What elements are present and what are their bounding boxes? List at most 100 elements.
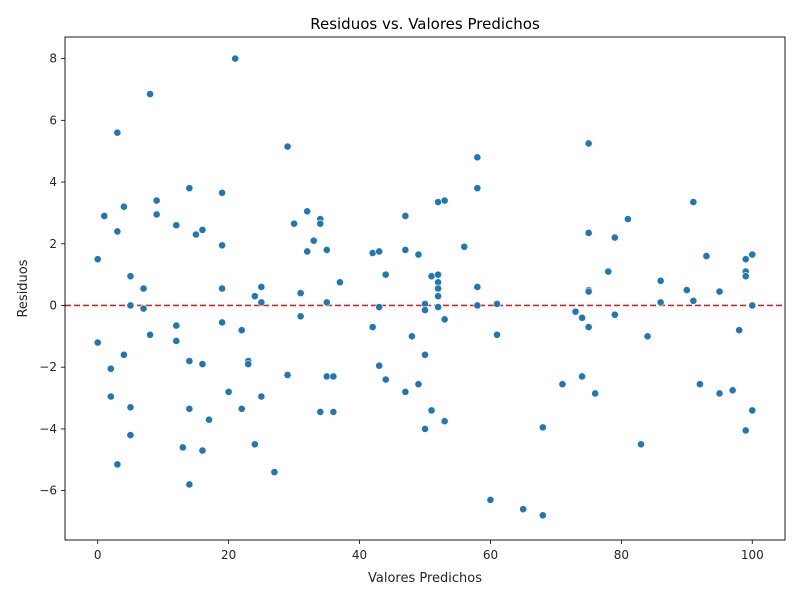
data-point (434, 284, 442, 293)
data-point (493, 300, 501, 308)
data-point (624, 215, 632, 223)
data-point (303, 207, 312, 216)
data-point (584, 229, 593, 237)
data-point (100, 212, 109, 220)
data-point (113, 460, 122, 469)
data-point (224, 387, 233, 396)
data-point (408, 332, 416, 341)
data-point (591, 389, 600, 398)
x-tick-label: 100 (741, 548, 764, 562)
data-point (250, 440, 259, 449)
data-point (421, 306, 429, 315)
data-point (375, 303, 384, 311)
data-point (519, 505, 528, 514)
data-point (460, 242, 469, 251)
data-point (329, 372, 338, 381)
data-point (303, 247, 312, 256)
data-point (146, 90, 154, 98)
data-point (584, 287, 593, 296)
data-point (146, 330, 154, 339)
data-point (237, 326, 246, 335)
data-point (571, 307, 580, 316)
data-point (322, 246, 331, 254)
data-point (381, 270, 390, 279)
data-point (715, 389, 724, 398)
data-point (185, 184, 194, 193)
x-tick-label: 40 (352, 548, 367, 562)
chart-title: Residuos vs. Valores Predichos (310, 15, 540, 33)
data-point (414, 250, 423, 259)
data-point (610, 310, 619, 319)
data-point (113, 128, 122, 137)
y-tick-label: 2 (49, 237, 57, 251)
data-point (401, 387, 410, 396)
data-point (257, 392, 266, 401)
data-point (257, 283, 266, 291)
y-tick-label: 8 (49, 52, 57, 66)
data-point (106, 364, 115, 373)
data-point (414, 380, 423, 389)
data-point (434, 198, 442, 206)
data-point (434, 303, 442, 311)
data-point (126, 272, 135, 281)
data-point (218, 188, 226, 197)
data-point (486, 495, 495, 504)
data-point (689, 296, 698, 305)
data-point (368, 249, 377, 257)
data-point (421, 425, 429, 433)
y-tick-label: −6 (39, 484, 57, 498)
data-point (198, 225, 207, 234)
data-point (434, 270, 442, 279)
x-tick-label: 20 (221, 548, 236, 562)
data-point (93, 338, 102, 347)
data-point (368, 323, 377, 331)
data-point (656, 298, 665, 307)
data-point (538, 423, 547, 432)
data-point (309, 236, 318, 245)
data-point (126, 403, 135, 412)
x-axis: 0 20 40 60 80 100 (94, 540, 764, 562)
data-point (421, 350, 429, 359)
data-point (748, 250, 757, 259)
data-point (185, 480, 194, 489)
data-point (427, 272, 436, 281)
data-point (152, 196, 161, 205)
data-point (139, 304, 148, 313)
data-point (696, 380, 704, 389)
data-point (741, 272, 750, 281)
data-point (120, 202, 128, 211)
data-point (748, 301, 757, 310)
data-point (172, 321, 181, 330)
data-point (493, 330, 501, 339)
y-tick-label: 6 (49, 113, 57, 127)
y-tick-label: −2 (39, 360, 57, 374)
data-point (643, 332, 652, 341)
x-tick-label: 0 (94, 548, 102, 562)
data-point (250, 292, 259, 301)
data-point (558, 380, 567, 389)
data-point (637, 440, 645, 449)
data-point (257, 298, 266, 307)
data-point (434, 292, 442, 301)
data-point (715, 287, 724, 296)
data-point (610, 233, 619, 242)
x-tick-label: 60 (483, 548, 498, 562)
data-point (381, 375, 390, 384)
plot-area-frame (64, 36, 786, 541)
data-point (205, 415, 213, 424)
data-point (329, 408, 338, 416)
data-point (584, 323, 593, 331)
data-point (401, 246, 410, 254)
data-point (336, 278, 344, 287)
data-point (152, 210, 161, 219)
data-point (172, 221, 181, 230)
data-point (126, 301, 135, 310)
y-tick-label: −4 (39, 422, 57, 436)
data-point (106, 392, 115, 401)
data-point (296, 312, 305, 321)
data-point (440, 417, 449, 426)
data-point (748, 406, 757, 415)
data-point (198, 360, 207, 369)
